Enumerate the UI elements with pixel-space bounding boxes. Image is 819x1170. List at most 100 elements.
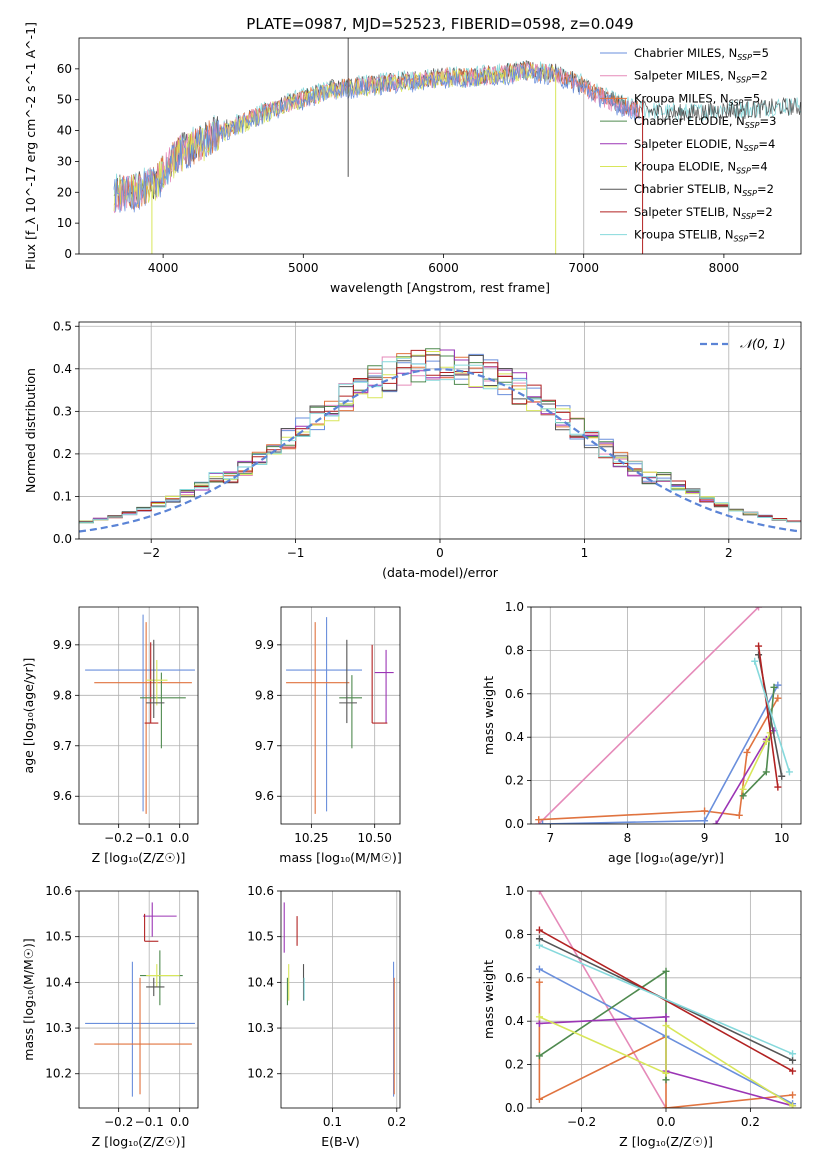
weight-marker [662,1022,670,1030]
mass_vs_ebv-plot-area [281,891,400,1108]
y-tick-label: 1.0 [505,600,524,614]
weight-marker [751,657,759,665]
weight-marker [774,681,782,689]
weight-marker [535,965,543,973]
residuals-plot-area [79,322,801,539]
x-tick-label: −0.1 [135,831,164,845]
weight-line [538,697,779,821]
y-tick-label: 0.0 [53,532,72,546]
weight-marker [743,748,751,756]
weight-marker [778,772,786,780]
weight-marker [535,1095,543,1103]
x-axis-label: mass [log₁₀(M/M☉)] [279,850,401,865]
y-tick-label: 0.4 [505,1014,524,1028]
x-tick-label: −1 [287,546,305,560]
y-tick-label: 0.4 [505,730,524,744]
weight-marker [774,694,782,702]
weight_vs_age-panel: 7 8 9 10 0.0 0.2 0.4 0.6 0.8 1.0 age [log₁₀(age/yr… [481,600,802,865]
weight-marker [789,1050,797,1058]
legend-label: Kroupa ELODIE, NSSP=4 [634,160,768,176]
axes-frame [78,37,802,255]
age_vs_mass-plot-area [281,607,400,824]
y-tick-label: 0.0 [505,1101,524,1115]
x-tick-label: 7000 [568,261,599,275]
weight-marker [539,820,547,824]
y-tick-label: 0.6 [505,971,524,985]
y-tick-label: 10.4 [45,975,72,989]
weight_vs_Z-panel: −0.2 0.0 0.2 0.0 0.2 0.4 0.6 0.8 1.0 Z [log₁₀(Z/Z… [481,884,802,1149]
y-axis-label: age [log₁₀(age/yr)] [21,658,36,774]
weight_vs_age-plot-area [531,607,801,824]
weight-line [539,929,793,1072]
weight-marker [701,817,709,824]
chart-layer: 4000 5000 6000 7000 80000102030405060wavelen… [21,22,802,1149]
x-axis-label: Z [log₁₀(Z/Z☉)] [92,1134,186,1149]
y-tick-label: 20 [57,185,72,199]
weight-line [753,661,791,773]
y-tick-label: 10 [57,216,72,230]
x-tick-label: −0.2 [104,1115,133,1129]
weight-marker [774,783,782,791]
weight-marker [662,967,670,975]
y-tick-label: 9.8 [53,688,72,702]
weight-marker [701,807,709,815]
axes-frame [530,606,802,825]
weight-marker [662,1013,670,1021]
y-tick-label: 9.7 [53,739,72,753]
weight-marker [755,651,763,659]
x-axis-label: wavelength [Angstrom, rest frame] [330,280,550,295]
mass_vs_Z-panel: −0.2 −0.1 0.0 10.2 10.3 10.4 10.5 10.6 Z [log₁₀(… [21,884,199,1149]
y-tick-label: 0.2 [505,1058,524,1072]
weight_vs_Z-plot-area [531,891,801,1108]
age_vs_Z-plot-area [79,607,198,824]
weight-marker [535,1052,543,1060]
y-tick-label: 9.8 [255,688,274,702]
y-tick-label: 9.9 [53,638,72,652]
legend-label: Salpeter MILES, NSSP=2 [634,69,768,85]
weight-line [542,684,779,824]
histogram-step [79,354,801,523]
axes-frame [78,321,802,540]
weight-marker [712,820,720,824]
x-tick-label: −0.2 [104,831,133,845]
weight-marker [662,1104,670,1108]
histogram-step [79,357,801,523]
y-tick-label: 60 [57,62,72,76]
weight-marker [535,978,543,986]
y-tick-label: 30 [57,154,72,168]
spectrum-line [113,63,557,212]
weight-marker [535,941,543,949]
y-tick-label: 0.2 [505,774,524,788]
y-tick-label: 9.6 [255,789,274,803]
y-axis-label: Normed distribution [23,368,38,493]
weight-marker [770,683,778,691]
y-tick-label: 0.3 [53,404,72,418]
x-axis-label: (data-model)/error [382,565,499,580]
histogram-step [79,349,801,523]
y-axis-label: mass weight [481,960,496,1039]
x-tick-label: 0.1 [323,1115,342,1129]
y-tick-label: 1.0 [505,884,524,898]
x-axis-label: age [log₁₀(age/yr)] [608,850,724,865]
x-tick-label: 7 [546,831,554,845]
legend-label: Chabrier ELODIE, NSSP=3 [634,114,776,130]
y-tick-label: 0 [64,247,72,261]
weight-marker [785,768,793,776]
legend-label: Chabrier STELIB, NSSP=2 [634,182,774,198]
weight-marker [535,926,543,934]
weight-marker [755,642,763,650]
x-tick-label: 9 [701,831,709,845]
axes-frame [78,606,199,825]
x-tick-label: 8000 [709,261,740,275]
figure-title: PLATE=0987, MJD=52523, FIBERID=0598, z=0… [246,15,633,33]
y-tick-label: 0.2 [53,447,72,461]
x-tick-label: −2 [142,546,160,560]
y-tick-label: 10.3 [45,1021,72,1035]
y-tick-label: 0.4 [53,362,72,376]
y-tick-label: 10.3 [247,1021,274,1035]
y-tick-label: 0.6 [505,687,524,701]
axes-frame [280,890,401,1109]
weight-marker [739,785,747,793]
x-tick-label: 10.50 [358,831,392,845]
